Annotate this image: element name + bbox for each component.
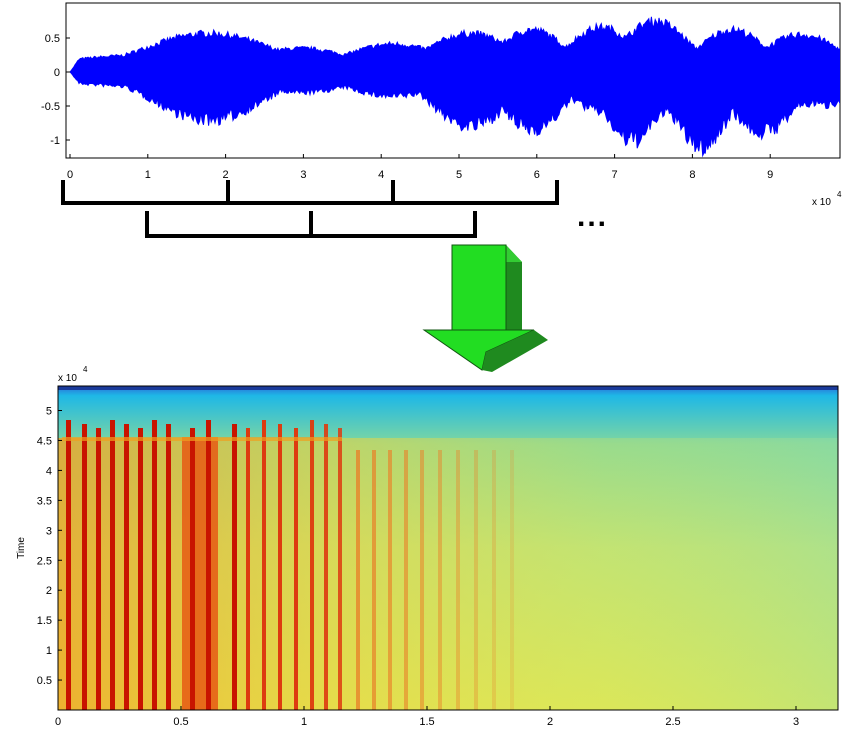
waveform-plot: 0.5 0 -0.5 -1 0 1 2 3 4 5 6 7 8 9 x 10 4 — [41, 2, 842, 208]
spectrogram-stripe — [404, 450, 408, 710]
spectrogram-stripe — [474, 450, 478, 710]
windows-ellipsis: ... — [577, 200, 608, 233]
spectrogram-stripe — [166, 424, 171, 710]
spectrogram-top-band — [62, 437, 342, 441]
spectrogram-y-multiplier: x 10 — [58, 373, 77, 384]
spectrogram-x-tick-label: 3 — [793, 716, 799, 728]
waveform-x-ticks: 0 1 2 3 4 5 6 7 8 9 — [67, 154, 773, 181]
window-brackets: ... — [61, 180, 608, 238]
spectrogram-stripe — [66, 420, 71, 710]
spectrogram-stripe — [438, 450, 442, 710]
window-bracket-1 — [61, 180, 230, 205]
spectrogram-stripe — [388, 450, 392, 710]
spectrogram-stripe — [124, 424, 129, 710]
spectrogram-stripe — [324, 424, 328, 710]
spectrogram-y-tick-label: 3.5 — [37, 495, 52, 507]
spectrogram-x-tick-label: 0.5 — [173, 716, 188, 728]
waveform-x-tick-label: 6 — [534, 169, 540, 181]
spectrogram-y-exponent: 4 — [83, 365, 88, 374]
waveform-x-tick-label: 0 — [67, 169, 73, 181]
spectrogram-y-ticks: 5 4.5 4 3.5 3 2.5 2 1.5 1 0.5 — [37, 406, 62, 687]
waveform-y-tick-label: -0.5 — [41, 101, 60, 113]
spectrogram-stripe — [420, 450, 424, 710]
spectrogram-stripe — [338, 428, 342, 710]
spectrogram-x-ticks: 0 0.5 1 1.5 2 2.5 3 — [55, 706, 799, 728]
window-bracket-4 — [309, 211, 477, 238]
spectrogram-y-tick-label: 4 — [46, 465, 52, 477]
spectrogram-plot: 54.543.532.521.510.5 0 0.5 1 1.5 2 2.5 3 x 10 … — [16, 365, 839, 728]
spectrogram-y-tick-label: 2 — [46, 585, 52, 597]
spectrogram-stripe — [206, 420, 211, 710]
spectrogram-stripe — [82, 424, 87, 710]
spectrogram-stripe — [310, 420, 314, 710]
spectrogram-stripe — [232, 424, 237, 710]
spectrogram-stripe — [356, 450, 360, 710]
waveform-y-ticks: 0.5 0 -0.5 -1 — [41, 33, 70, 147]
spectrogram-y-tick-label: 2.5 — [37, 555, 52, 567]
spectrogram-stripe — [510, 450, 514, 710]
spectrogram-y-tick-label: 1.5 — [37, 615, 52, 627]
spectrogram-stripe — [294, 428, 298, 710]
window-bracket-3 — [226, 180, 395, 205]
spectrogram-x-tick-label: 2.5 — [665, 716, 680, 728]
waveform-y-tick-label: 0 — [54, 67, 60, 79]
spectrogram-stripe — [492, 450, 496, 710]
spectrogram-harmonics — [62, 420, 514, 710]
spectrogram-stripe — [278, 424, 282, 710]
spectrogram-x-tick-label: 1.5 — [419, 716, 434, 728]
spectrogram-x-tick-label: 2 — [547, 716, 553, 728]
waveform-y-tick-label: -1 — [50, 135, 60, 147]
waveform-x-tick-label: 7 — [612, 169, 618, 181]
spectrogram-x-tick-label: 1 — [301, 716, 307, 728]
spectrogram-stripe — [262, 420, 266, 710]
spectrogram-axes-box — [57, 385, 839, 711]
spectrogram-y-tick-label: 0.5 — [37, 675, 52, 687]
spectrogram-y-tick-label: 3 — [46, 525, 52, 537]
waveform-x-tick-label: 1 — [145, 169, 151, 181]
spectrogram-stripe — [246, 428, 250, 710]
spectrogram-y-tick-label: 1 — [46, 645, 52, 657]
spectrogram-stripe — [190, 428, 195, 710]
spectrogram-y-label: Time — [16, 537, 27, 559]
spectrogram-x-tick-label: 0 — [55, 716, 61, 728]
waveform-x-tick-label: 4 — [378, 169, 384, 181]
window-bracket-5 — [391, 180, 559, 205]
spectrogram-stripe — [110, 420, 115, 710]
waveform-y-tick-label: 0.5 — [45, 33, 60, 45]
waveform-x-multiplier: x 10 — [812, 197, 831, 208]
spectrogram-dense-band — [182, 437, 218, 710]
waveform-x-tick-label: 2 — [223, 169, 229, 181]
spectrogram-stripe — [138, 428, 143, 710]
waveform-x-tick-label: 5 — [456, 169, 462, 181]
down-arrow-icon — [422, 244, 548, 372]
spectrogram-y-tick-label: 4.5 — [37, 435, 52, 447]
spectrogram-stripe — [456, 450, 460, 710]
waveform-x-tick-label: 8 — [689, 169, 695, 181]
window-bracket-2 — [145, 211, 313, 238]
spectrogram-stripe — [372, 450, 376, 710]
waveform-x-tick-label: 9 — [767, 169, 773, 181]
waveform-signal — [69, 16, 840, 158]
spectrogram-y-tick-label: 5 — [46, 406, 52, 418]
spectrogram-stripe — [152, 420, 157, 710]
waveform-x-tick-label: 3 — [300, 169, 306, 181]
spectrogram-stripe — [96, 428, 101, 710]
waveform-x-exponent: 4 — [837, 190, 842, 199]
